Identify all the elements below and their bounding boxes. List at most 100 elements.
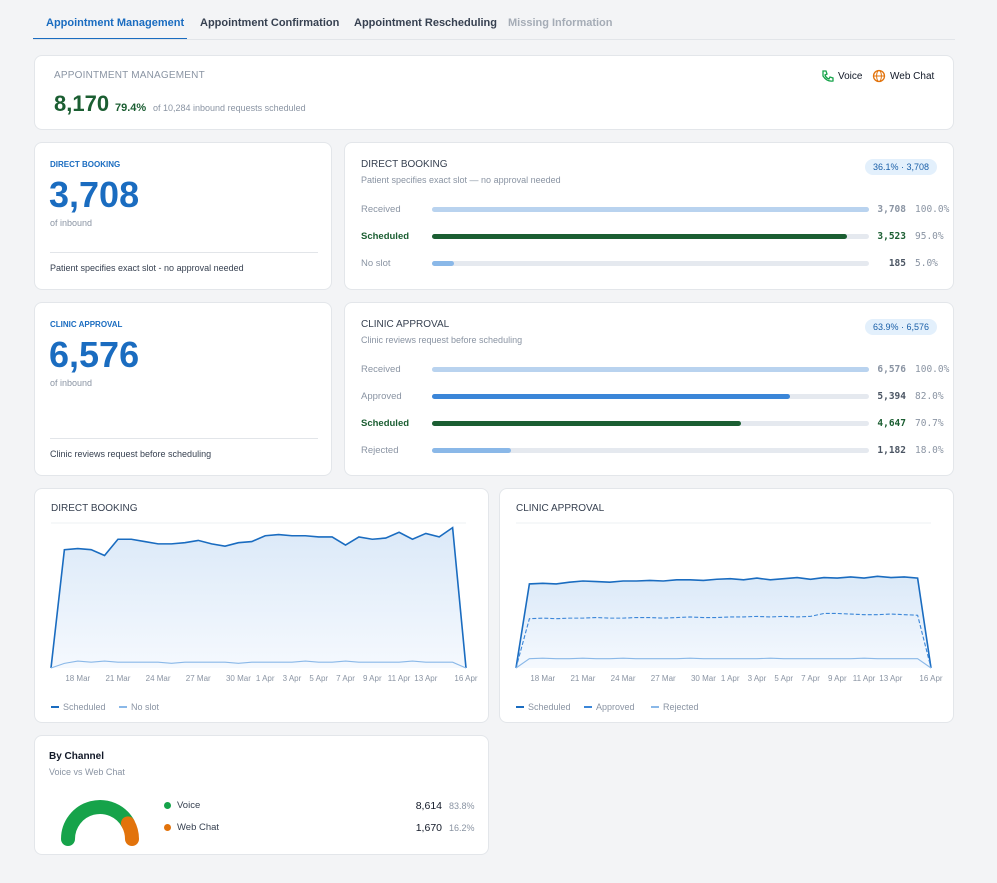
line	[515, 575, 932, 669]
x-tick-label: 3 Apr	[748, 674, 767, 683]
funnel-badge: 36.1% · 3,708	[864, 159, 937, 175]
line	[515, 612, 932, 669]
funnel-count: 1,182	[877, 445, 906, 456]
funnel-count: 4,647	[877, 418, 906, 429]
summary-note: of 10,284 inbound requests scheduled	[153, 103, 306, 113]
legend-label: Scheduled	[63, 702, 106, 712]
legend-dot	[164, 824, 171, 831]
chart-title: DIRECT BOOKING	[51, 503, 138, 514]
funnel-row-label: Rejected	[361, 445, 399, 456]
funnel-count: 185	[888, 258, 906, 269]
channel-subtitle: Voice vs Web Chat	[49, 767, 125, 777]
funnel-row-label: Approved	[361, 391, 402, 402]
tab[interactable]: Appointment Rescheduling	[354, 17, 497, 29]
funnel-bar	[432, 421, 741, 426]
chart-card: CLINIC APPROVAL Scheduled Approved Rejected…	[499, 488, 954, 723]
x-tick-label: 9 Apr	[363, 674, 382, 683]
funnel-title: DIRECT BOOKING	[361, 159, 448, 170]
funnel-badge: 63.9% · 6,576	[864, 319, 937, 335]
funnel-bar	[432, 261, 454, 266]
channel-name: Web Chat	[177, 822, 220, 833]
x-tick-label: 7 Apr	[336, 674, 355, 683]
kpi-sub: of inbound	[50, 378, 93, 388]
x-tick-label: 21 Mar	[105, 674, 130, 683]
line	[50, 526, 467, 669]
funnel-row-label: No slot	[361, 258, 391, 269]
x-tick-label: 16 Apr	[454, 674, 477, 683]
x-tick-label: 27 Mar	[186, 674, 211, 683]
channel-share: 16.2%	[449, 823, 475, 833]
funnel-row-label: Scheduled	[361, 231, 410, 242]
tab[interactable]: Missing Information	[508, 17, 613, 29]
bar-track	[432, 261, 869, 266]
kpi-description: Clinic reviews request before scheduling	[50, 449, 212, 459]
channel-card: By Channel Voice vs Web Chat Voice 8,614 8…	[34, 735, 489, 855]
kpi-value: 3,708	[49, 174, 140, 215]
chart-title: CLINIC APPROVAL	[516, 503, 605, 514]
legend-label: No slot	[131, 702, 160, 712]
line-chart: CLINIC APPROVAL Scheduled Approved Rejected…	[515, 503, 943, 712]
channel-name: Voice	[177, 800, 201, 811]
line	[50, 660, 467, 669]
summary-title: APPOINTMENT MANAGEMENT	[54, 70, 205, 81]
chart-card: DIRECT BOOKING Scheduled No slot 18 Mar 21 M…	[34, 488, 489, 723]
x-tick-label: 18 Mar	[530, 674, 555, 683]
kpi-divider	[50, 438, 318, 439]
funnel-card: CLINIC APPROVAL Clinic reviews request be…	[344, 302, 954, 476]
x-tick-label: 24 Mar	[146, 674, 171, 683]
x-tick-label: 11 Apr	[853, 674, 876, 683]
funnel-row-label: Received	[361, 204, 401, 215]
x-tick-label: 1 Apr	[256, 674, 275, 683]
funnel-row-label: Received	[361, 364, 401, 375]
area	[516, 576, 931, 668]
x-tick-label: 5 Apr	[309, 674, 328, 683]
funnel-title: CLINIC APPROVAL	[361, 319, 450, 330]
kpi-label: CLINIC APPROVAL	[50, 320, 123, 329]
x-tick-label: 30 Mar	[691, 674, 716, 683]
tab[interactable]: Appointment Management	[46, 17, 185, 29]
x-tick-label: 9 Apr	[828, 674, 847, 683]
funnel-share: 18.0%	[915, 445, 944, 456]
channel-count: 1,670	[415, 822, 442, 834]
funnel-bar	[432, 207, 869, 212]
x-tick-label: 24 Mar	[611, 674, 636, 683]
funnel-share: 100.0%	[915, 364, 950, 375]
funnel-bar	[432, 234, 848, 239]
funnel-count: 6,576	[877, 364, 906, 375]
voice-label: Voice	[838, 71, 863, 82]
x-tick-label: 30 Mar	[226, 674, 251, 683]
kpi-card: CLINIC APPROVAL 6,576 of inbound Clinic rev…	[34, 302, 332, 476]
channel-count: 8,614	[415, 800, 442, 812]
funnel-count: 3,523	[877, 231, 906, 242]
funnel-card: DIRECT BOOKING Patient specifies exact sl…	[344, 142, 954, 290]
kpi-label: DIRECT BOOKING	[50, 160, 121, 169]
legend-dot	[164, 802, 171, 809]
summary-card: APPOINTMENT MANAGEMENT 8,170 79.4% of 10…	[34, 55, 954, 130]
x-tick-label: 21 Mar	[570, 674, 595, 683]
summary-value: 8,170	[54, 91, 110, 116]
kpi-value: 6,576	[49, 334, 140, 375]
x-tick-label: 7 Apr	[801, 674, 820, 683]
gauge	[61, 800, 139, 846]
tab[interactable]: Appointment Confirmation	[200, 17, 340, 29]
line	[515, 657, 932, 669]
x-tick-label: 16 Apr	[919, 674, 942, 683]
web-icon	[872, 69, 886, 83]
funnel-share: 5.0%	[915, 258, 938, 269]
area	[51, 527, 466, 668]
funnel-bar	[432, 394, 791, 399]
x-tick-label: 3 Apr	[283, 674, 302, 683]
x-tick-label: 27 Mar	[651, 674, 676, 683]
legend-label: Scheduled	[528, 702, 571, 712]
x-tick-label: 1 Apr	[721, 674, 740, 683]
funnel-subtitle: Patient specifies exact slot — no approv…	[361, 175, 561, 185]
kpi-divider	[50, 252, 318, 253]
kpi-card: DIRECT BOOKING 3,708 of inbound Patient spe…	[34, 142, 332, 290]
funnel-bar	[432, 367, 869, 372]
x-tick-label: 5 Apr	[774, 674, 793, 683]
x-tick-label: 13 Apr	[414, 674, 437, 683]
funnel-share: 70.7%	[915, 418, 944, 429]
channel-title: By Channel	[49, 751, 105, 762]
